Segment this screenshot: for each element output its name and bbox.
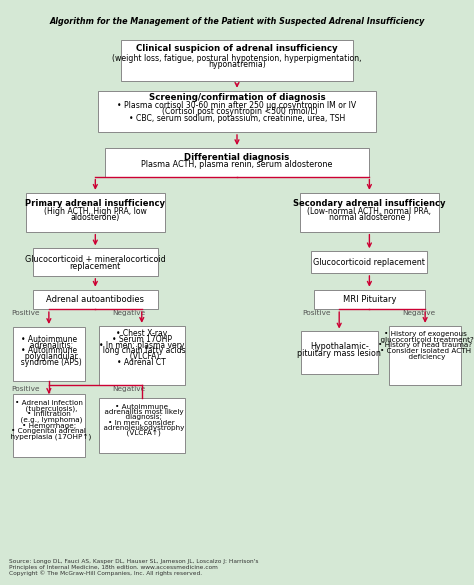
- Text: • Consider isolated ACTH: • Consider isolated ACTH: [380, 348, 471, 354]
- Text: • Infiltration: • Infiltration: [27, 411, 71, 417]
- Text: • CBC, serum sodium, potassium, creatinine, urea, TSH: • CBC, serum sodium, potassium, creatini…: [129, 113, 345, 123]
- Text: • Autoimmune: • Autoimmune: [115, 404, 168, 410]
- Text: • History of exogenous: • History of exogenous: [383, 331, 466, 337]
- Text: (VLCFA↑): (VLCFA↑): [122, 429, 161, 436]
- Text: adrenoleukodystrophy: adrenoleukodystrophy: [99, 425, 184, 431]
- Text: • In men: plasma very: • In men: plasma very: [99, 340, 184, 350]
- Text: Negative: Negative: [402, 310, 435, 316]
- Text: Glucocorticoid replacement: Glucocorticoid replacement: [313, 257, 425, 267]
- FancyBboxPatch shape: [98, 91, 376, 132]
- Text: Plasma ACTH, plasma renin, serum aldosterone: Plasma ACTH, plasma renin, serum aldoste…: [141, 160, 333, 169]
- Text: deficiency: deficiency: [404, 354, 446, 360]
- Text: • Autoimmune: • Autoimmune: [21, 335, 77, 344]
- FancyBboxPatch shape: [300, 192, 439, 232]
- Text: polyglandular: polyglandular: [20, 352, 78, 361]
- Text: normal aldosterone ): normal aldosterone ): [328, 214, 410, 222]
- FancyBboxPatch shape: [13, 327, 85, 381]
- Text: • Adrenal CT: • Adrenal CT: [118, 358, 166, 367]
- Text: adrenalitis;: adrenalitis;: [25, 340, 73, 350]
- Text: Glucocorticoid + mineralocorticoid: Glucocorticoid + mineralocorticoid: [25, 254, 166, 264]
- Text: aldosterone): aldosterone): [71, 214, 120, 222]
- FancyBboxPatch shape: [311, 251, 428, 273]
- FancyBboxPatch shape: [13, 394, 85, 457]
- Text: MRI Pituitary: MRI Pituitary: [343, 295, 396, 304]
- Text: Differential diagnosis: Differential diagnosis: [184, 153, 290, 161]
- Text: Negative: Negative: [112, 310, 146, 316]
- Text: • Adrenal infection: • Adrenal infection: [15, 400, 83, 405]
- Text: • Autoimmune: • Autoimmune: [21, 346, 77, 356]
- Text: (Cortisol post cosyntropin <500 nmol/L): (Cortisol post cosyntropin <500 nmol/L): [157, 108, 317, 116]
- FancyBboxPatch shape: [121, 40, 353, 81]
- FancyBboxPatch shape: [33, 249, 158, 276]
- Text: diagnosis;: diagnosis;: [121, 415, 162, 421]
- Text: Hypothalamic-: Hypothalamic-: [310, 342, 369, 352]
- Text: (VLCFA): (VLCFA): [125, 352, 159, 361]
- FancyBboxPatch shape: [26, 192, 165, 232]
- Text: • Serum 17OHP: • Serum 17OHP: [112, 335, 172, 344]
- Text: • History of head trauma?: • History of head trauma?: [378, 342, 472, 348]
- Text: • Hemorrhage;: • Hemorrhage;: [22, 422, 76, 428]
- Text: adrenalitis most likely: adrenalitis most likely: [100, 410, 183, 415]
- Text: Clinical suspicion of adrenal insufficiency: Clinical suspicion of adrenal insufficie…: [136, 44, 338, 53]
- Text: hyponatremia): hyponatremia): [208, 60, 266, 70]
- Text: • Chest X-ray: • Chest X-ray: [116, 329, 167, 338]
- Text: replacement: replacement: [70, 261, 121, 271]
- Text: glucocorticoid treatment?: glucocorticoid treatment?: [376, 336, 474, 342]
- Text: pituitary mass lesion: pituitary mass lesion: [297, 349, 381, 359]
- Text: long chain fatty acids: long chain fatty acids: [98, 346, 186, 356]
- FancyBboxPatch shape: [99, 398, 185, 453]
- Text: Negative: Negative: [112, 386, 146, 392]
- FancyBboxPatch shape: [105, 148, 369, 177]
- Text: • Congenital adrenal: • Congenital adrenal: [11, 428, 86, 434]
- Text: (e.g., lymphoma): (e.g., lymphoma): [16, 417, 82, 423]
- Text: (Low-normal ACTH, normal PRA,: (Low-normal ACTH, normal PRA,: [307, 207, 431, 216]
- FancyBboxPatch shape: [314, 290, 425, 309]
- Text: Screening/confirmation of diagnosis: Screening/confirmation of diagnosis: [149, 93, 325, 102]
- FancyBboxPatch shape: [99, 326, 185, 386]
- Text: • In men, consider: • In men, consider: [109, 419, 175, 426]
- Text: hyperplasia (17OHP↑): hyperplasia (17OHP↑): [6, 433, 91, 441]
- Text: syndrome (APS): syndrome (APS): [16, 358, 82, 367]
- Text: Source: Longo DL, Fauci AS, Kasper DL, Hauser SL, Jameson JL, Loscalzo J: Harris: Source: Longo DL, Fauci AS, Kasper DL, H…: [9, 559, 259, 576]
- Text: Secondary adrenal insufficiency: Secondary adrenal insufficiency: [293, 199, 446, 208]
- FancyBboxPatch shape: [33, 290, 158, 309]
- Text: Adrenal autoantibodies: Adrenal autoantibodies: [46, 295, 144, 304]
- Text: Positive: Positive: [12, 310, 40, 316]
- Text: Primary adrenal insufficiency: Primary adrenal insufficiency: [25, 199, 165, 208]
- Text: • Plasma cortisol 30-60 min after 250 µg cosyntropin IM or IV: • Plasma cortisol 30-60 min after 250 µg…: [118, 101, 356, 110]
- Text: Positive: Positive: [302, 310, 330, 316]
- Text: (tuberculosis),: (tuberculosis),: [21, 405, 77, 412]
- Text: (weight loss, fatigue, postural hypotension, hyperpigmentation,: (weight loss, fatigue, postural hypotens…: [112, 53, 362, 63]
- FancyBboxPatch shape: [301, 331, 377, 374]
- Text: Positive: Positive: [11, 386, 39, 392]
- Text: (High ACTH, High PRA, low: (High ACTH, High PRA, low: [44, 207, 147, 216]
- Text: Algorithm for the Management of the Patient with Suspected Adrenal Insufficiency: Algorithm for the Management of the Pati…: [49, 18, 425, 26]
- FancyBboxPatch shape: [389, 326, 461, 386]
